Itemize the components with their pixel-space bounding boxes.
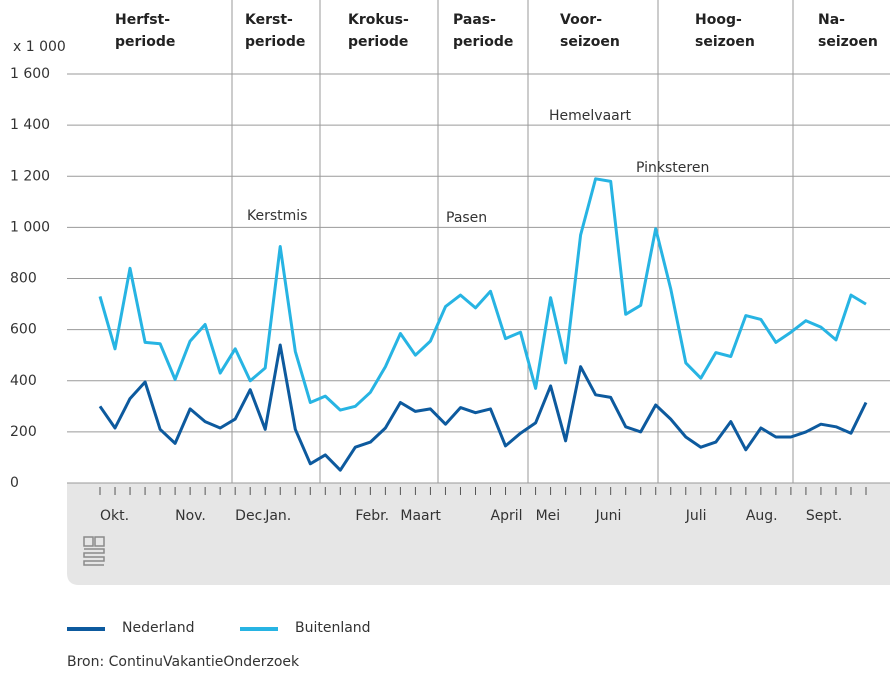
period-label: Paas- <box>453 12 496 28</box>
legend-label: Nederland <box>122 620 195 636</box>
y-unit: x 1 000 <box>13 39 66 55</box>
period-label: seizoen <box>818 34 878 50</box>
y-tick-label: 600 <box>10 322 37 338</box>
x-tick-label: Okt. <box>100 508 129 524</box>
y-tick-label: 1 400 <box>10 117 50 133</box>
period-label: Na- <box>818 12 845 28</box>
y-tick-label: 0 <box>10 475 19 491</box>
x-tick-label: Nov. <box>175 508 206 524</box>
x-tick-label: Sept. <box>806 508 842 524</box>
period-label: Herfst- <box>115 12 170 28</box>
annotation: Kerstmis <box>247 208 307 224</box>
x-axis-band <box>67 483 890 585</box>
period-label: periode <box>348 34 408 50</box>
period-label: seizoen <box>695 34 755 50</box>
period-label: Kerst- <box>245 12 293 28</box>
annotation: Pinksteren <box>636 160 709 176</box>
logo <box>83 536 105 566</box>
period-label: periode <box>115 34 175 50</box>
period-label: periode <box>245 34 305 50</box>
x-tick-label: April <box>491 508 523 524</box>
period-label: Voor- <box>560 12 602 28</box>
y-tick-label: 400 <box>10 373 37 389</box>
x-tick-label: Juli <box>685 508 707 524</box>
y-tick-label: 800 <box>10 271 37 287</box>
y-tick-label: 200 <box>10 424 37 440</box>
x-tick-label: Aug. <box>746 508 778 524</box>
annotation: Hemelvaart <box>549 108 631 124</box>
x-tick-label: Febr. <box>355 508 389 524</box>
y-tick-label: 1 200 <box>10 168 50 184</box>
x-tick-label: Jan. <box>264 508 291 524</box>
period-label: Krokus- <box>348 12 409 28</box>
x-tick-label: Mei <box>536 508 561 524</box>
source: Bron: ContinuVakantieOnderzoek <box>67 654 300 670</box>
period-label: Hoog- <box>695 12 742 28</box>
period-label: periode <box>453 34 513 50</box>
annotation: Pasen <box>446 210 487 226</box>
series-line <box>98 343 868 472</box>
y-tick-label: 1 000 <box>10 219 50 235</box>
period-label: seizoen <box>560 34 620 50</box>
x-tick-label: Juni <box>595 508 622 524</box>
y-tick-label: 1 600 <box>10 66 50 82</box>
legend-label: Buitenland <box>295 620 371 636</box>
series-line <box>98 177 867 412</box>
x-tick-label: Maart <box>400 508 441 524</box>
x-tick-label: Dec. <box>235 508 267 524</box>
